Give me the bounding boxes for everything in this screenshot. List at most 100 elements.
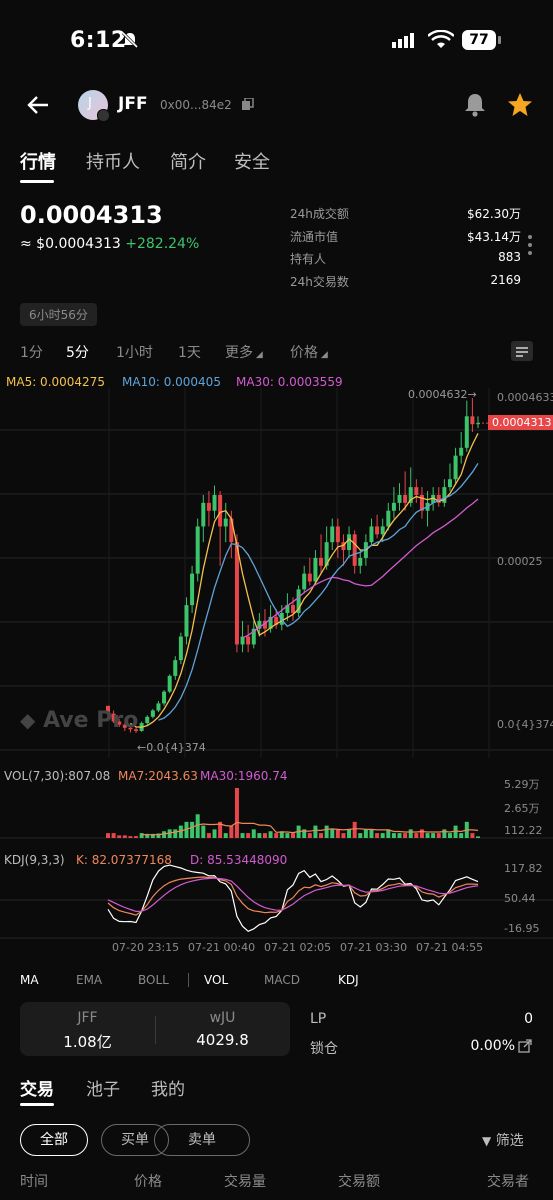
ind-vol[interactable]: VOL [204, 973, 229, 987]
candle-body [218, 494, 223, 527]
ma-lines [130, 433, 479, 728]
col-time: 时间 [20, 1174, 48, 1190]
volume-bar [408, 829, 413, 838]
chart-settings-icon[interactable] [510, 340, 534, 362]
ind-kdj[interactable]: KDJ [338, 973, 359, 987]
interval-more-label: 更多 [225, 345, 253, 361]
high-price-marker: 0.0004632→ [408, 388, 477, 401]
volume-bar [341, 833, 346, 838]
volume-bar [234, 788, 239, 838]
interval-more[interactable]: 更多 ◢ [225, 342, 263, 362]
candle-body [128, 727, 133, 730]
low-price-marker: ←0.0{4}374 [137, 741, 206, 754]
lp-label: LP [310, 1011, 327, 1027]
interval-1m[interactable]: 1分 [20, 345, 43, 361]
volume-ma30: MA30:1960.74 [200, 769, 288, 783]
caret-down-icon: ◢ [318, 350, 328, 360]
candle-body [386, 510, 391, 527]
volume-bar [347, 829, 352, 838]
candle-body [117, 721, 122, 725]
volume-bar [262, 833, 267, 838]
lock-label: 锁仓 [310, 1041, 338, 1057]
price-chart[interactable] [0, 388, 553, 758]
volume-bar [459, 833, 464, 838]
volume-bar [106, 833, 110, 838]
tab-intro[interactable]: 简介 [170, 152, 206, 173]
candle-body [296, 589, 301, 613]
candle-body [106, 705, 110, 714]
candle-body [257, 620, 262, 629]
volume-bar [162, 831, 167, 838]
stat-label-volume: 24h成交额 [290, 207, 349, 221]
ma30-value: MA30: 0.0003559 [236, 375, 343, 389]
token-symbol: JFF [118, 94, 148, 114]
copy-icon[interactable] [242, 98, 254, 111]
volume-bar [139, 833, 144, 838]
candle-body [150, 710, 155, 717]
volume-bar [122, 835, 127, 838]
volume-bar [391, 833, 396, 838]
battery-icon: 77 [462, 30, 496, 50]
volume-bar [195, 814, 200, 838]
col-amount: 交易量 [224, 1174, 266, 1190]
volume-bar [229, 825, 234, 838]
volume-bar [369, 829, 374, 838]
ind-ema[interactable]: EMA [76, 973, 103, 987]
volume-bar [291, 833, 295, 838]
alert-bell-icon[interactable] [463, 92, 487, 118]
more-vertical-icon[interactable] [527, 234, 533, 256]
kdj-axis-top: 117.82 [504, 862, 543, 875]
price-change: +282.24% [125, 236, 200, 252]
battery-level: 77 [469, 32, 489, 48]
tab-trades[interactable]: 交易 [20, 1080, 54, 1100]
filter-button[interactable]: ▼ 筛选 [482, 1130, 524, 1150]
volume-bar [173, 829, 178, 838]
volume-chart [0, 788, 553, 839]
candle-body [167, 675, 172, 692]
tab-security[interactable]: 安全 [234, 152, 270, 173]
price-mode-toggle[interactable]: 价格 ◢ [290, 342, 328, 362]
tab-holders[interactable]: 持币人 [86, 152, 140, 173]
interval-1d[interactable]: 1天 [178, 345, 201, 361]
token-age-badge: 6小时56分 [20, 303, 97, 326]
candle-body [447, 479, 452, 488]
candle-body [234, 542, 239, 645]
back-arrow-icon[interactable] [26, 94, 50, 116]
filter-all[interactable]: 全部 [20, 1124, 88, 1156]
ind-divider [188, 973, 189, 987]
candle-body [313, 557, 318, 582]
price-usd-line: ≈ $0.0004313 +282.24% [20, 236, 199, 252]
filter-sell[interactable]: 卖单 [154, 1124, 250, 1156]
candle-body [178, 636, 183, 661]
candle-body [268, 616, 273, 629]
ma10-line [158, 463, 479, 721]
kdj-d: D: 85.53448090 [190, 853, 288, 867]
tab-market[interactable]: 行情 [20, 152, 56, 173]
tab-mine[interactable]: 我的 [151, 1080, 185, 1100]
candle-body [302, 573, 307, 590]
candle-body [246, 636, 251, 645]
candle-body [206, 502, 211, 511]
ind-ma[interactable]: MA [20, 973, 39, 987]
tab-pools[interactable]: 池子 [86, 1080, 120, 1100]
volume-bar [145, 833, 150, 838]
volume-bar [397, 833, 402, 838]
favorite-star-icon[interactable] [507, 92, 533, 117]
kdj-axis-bottom: -16.95 [504, 922, 540, 935]
volume-bar [470, 833, 475, 838]
candles [106, 398, 480, 733]
candle-body [403, 494, 408, 503]
external-link-icon[interactable] [518, 1039, 532, 1053]
ind-macd[interactable]: MACD [264, 973, 300, 987]
cellular-signal-icon [392, 33, 414, 48]
volume-bar [476, 836, 480, 838]
volume-bar [302, 829, 307, 838]
candle-body [459, 447, 464, 456]
wifi-icon [428, 30, 454, 48]
candle-body [324, 542, 329, 566]
interval-1h[interactable]: 1小时 [116, 345, 153, 361]
kdj-k: K: 82.07377168 [76, 853, 172, 867]
volume-bar [246, 833, 251, 838]
interval-5m[interactable]: 5分 [66, 345, 89, 361]
ind-boll[interactable]: BOLL [138, 973, 169, 987]
